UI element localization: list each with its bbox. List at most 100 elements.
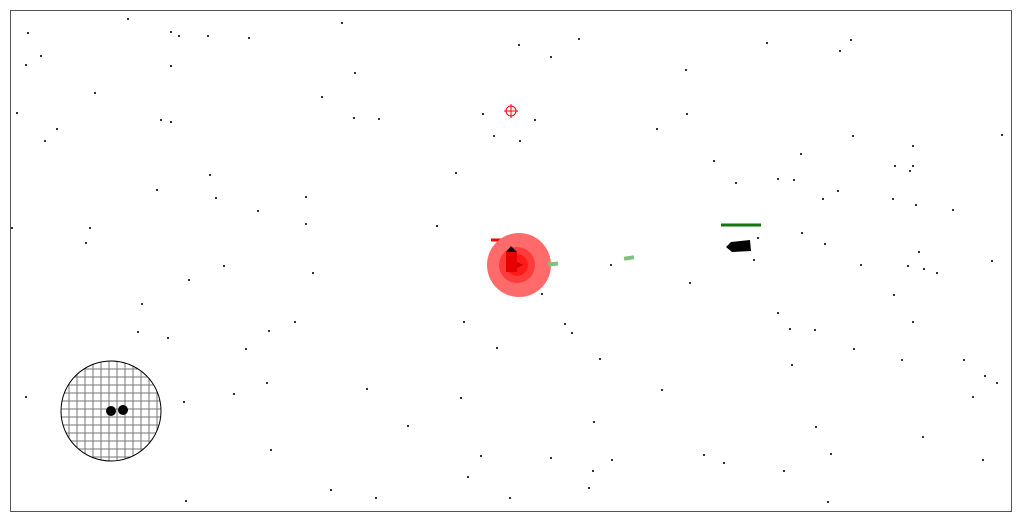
star xyxy=(56,128,58,130)
star xyxy=(984,375,986,377)
star xyxy=(610,264,612,266)
star xyxy=(723,462,725,464)
radar-blip-player xyxy=(106,406,116,416)
star xyxy=(611,459,613,461)
star xyxy=(353,117,355,119)
star xyxy=(793,179,795,181)
star xyxy=(912,145,914,147)
star xyxy=(564,323,566,325)
star xyxy=(815,426,817,428)
star xyxy=(972,396,974,398)
star xyxy=(366,388,368,390)
star xyxy=(407,425,409,427)
star xyxy=(305,223,307,225)
star xyxy=(40,55,42,57)
star xyxy=(341,22,343,24)
star xyxy=(160,119,162,121)
star xyxy=(766,42,768,44)
star xyxy=(257,210,259,212)
star xyxy=(822,198,824,200)
star xyxy=(588,487,590,489)
star xyxy=(519,140,521,142)
enemy-ship xyxy=(721,223,761,252)
star xyxy=(599,358,601,360)
star xyxy=(689,282,691,284)
star xyxy=(312,272,314,274)
star xyxy=(375,497,377,499)
star xyxy=(480,455,482,457)
star xyxy=(892,198,894,200)
star xyxy=(830,453,832,455)
star xyxy=(463,321,465,323)
star xyxy=(550,56,552,58)
star xyxy=(170,121,172,123)
star xyxy=(860,264,862,266)
star xyxy=(248,37,250,39)
star xyxy=(94,92,96,94)
star xyxy=(493,135,495,137)
star xyxy=(534,119,536,121)
star xyxy=(482,113,484,115)
star xyxy=(791,364,793,366)
star xyxy=(713,160,715,162)
star xyxy=(912,321,914,323)
star xyxy=(827,501,829,503)
star xyxy=(268,330,270,332)
star xyxy=(912,165,914,167)
star xyxy=(923,268,925,270)
star xyxy=(824,243,826,245)
star xyxy=(801,232,803,234)
star xyxy=(11,227,13,229)
star xyxy=(16,112,18,114)
starfield xyxy=(11,18,1003,503)
star xyxy=(85,242,87,244)
star xyxy=(991,260,993,262)
star xyxy=(814,329,816,331)
star xyxy=(25,64,27,66)
star xyxy=(167,337,169,339)
star xyxy=(783,470,785,472)
star xyxy=(496,347,498,349)
star xyxy=(735,182,737,184)
star xyxy=(837,190,839,192)
star xyxy=(936,272,938,274)
star xyxy=(915,204,917,206)
star xyxy=(509,497,511,499)
star xyxy=(233,393,235,395)
star xyxy=(330,489,332,491)
star xyxy=(178,35,180,37)
star xyxy=(839,50,841,52)
star xyxy=(137,331,139,333)
crosshair-icon xyxy=(504,104,518,118)
star xyxy=(578,38,580,40)
star xyxy=(518,44,520,46)
star xyxy=(852,135,854,137)
radar-blip-enemy xyxy=(118,405,128,415)
star xyxy=(223,265,225,267)
star xyxy=(922,436,924,438)
star xyxy=(354,72,356,74)
star xyxy=(436,225,438,227)
star xyxy=(901,359,903,361)
projectile xyxy=(623,255,635,261)
star xyxy=(378,118,380,120)
star xyxy=(918,251,920,253)
star xyxy=(266,382,268,384)
player-ship xyxy=(487,233,551,297)
star xyxy=(467,476,469,478)
star xyxy=(156,189,158,191)
star xyxy=(952,209,954,211)
star xyxy=(593,421,595,423)
star xyxy=(686,113,688,115)
star xyxy=(789,328,791,330)
star xyxy=(89,227,91,229)
star xyxy=(907,265,909,267)
star xyxy=(541,293,543,295)
star xyxy=(850,39,852,41)
star xyxy=(661,389,663,391)
star xyxy=(294,321,296,323)
star xyxy=(996,382,998,384)
star xyxy=(141,303,143,305)
star xyxy=(207,35,209,37)
